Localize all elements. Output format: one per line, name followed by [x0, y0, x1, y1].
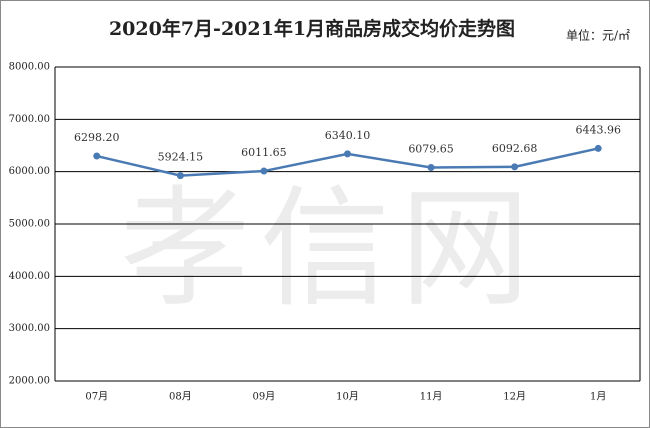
value-label: 6092.68 [492, 142, 538, 155]
point [93, 152, 101, 160]
point [344, 150, 351, 158]
point [511, 163, 519, 171]
value-label: 6298.20 [74, 131, 120, 144]
y-tick-label: 4000.00 [9, 271, 50, 282]
y-tick-label: 3000.00 [9, 323, 50, 334]
point [427, 163, 435, 171]
value-label: 6340.10 [325, 129, 371, 142]
point [176, 172, 184, 180]
value-label: 5924.15 [158, 151, 204, 164]
x-tick-label: 12月 [503, 391, 526, 403]
x-tick-label: 11月 [420, 391, 443, 403]
watermark: 孝信网 [120, 173, 540, 325]
x-tick-label: 1月 [590, 391, 606, 403]
x-tick-label: 08月 [169, 391, 192, 403]
point [594, 144, 602, 152]
unit-label: 单位：元/㎡ [566, 28, 630, 43]
x-tick-label: 10月 [336, 391, 359, 403]
chart-title: 2020年7月-2021年1月商品房成交均价走势图 [109, 17, 515, 40]
x-tick-label: 09月 [253, 391, 276, 403]
value-label: 6443.96 [575, 123, 621, 136]
y-tick-label: 8000.00 [9, 62, 50, 73]
point [260, 167, 268, 175]
y-tick-label: 5000.00 [9, 219, 50, 230]
y-tick-label: 6000.00 [9, 166, 50, 177]
value-label: 6011.65 [241, 146, 287, 159]
x-tick-label: 07月 [85, 391, 108, 403]
y-tick-label: 7000.00 [9, 114, 50, 125]
value-label: 6079.65 [408, 142, 454, 155]
y-tick-label: 2000.00 [9, 376, 50, 387]
